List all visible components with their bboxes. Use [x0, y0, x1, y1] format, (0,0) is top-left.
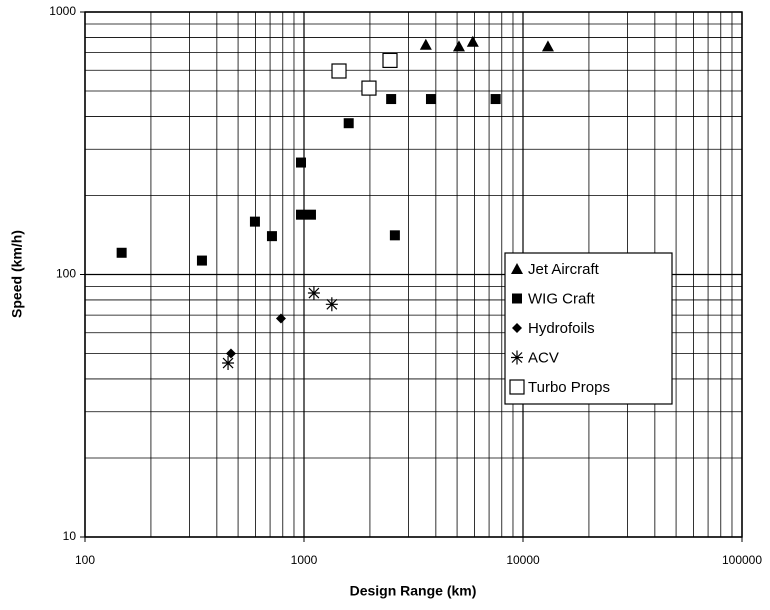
marker — [266, 231, 277, 242]
legend-marker — [512, 323, 522, 333]
x-tick-label: 1000 — [291, 553, 318, 567]
legend-label: Jet Aircraft — [528, 261, 600, 278]
marker — [419, 38, 432, 50]
marker — [382, 52, 398, 69]
marker — [343, 118, 354, 129]
marker — [116, 247, 127, 258]
marker — [490, 94, 501, 105]
legend-marker — [511, 350, 523, 365]
marker — [296, 157, 307, 168]
x-tick-label: 10000 — [506, 553, 540, 567]
x-tick-label: 100 — [75, 553, 95, 567]
marker — [541, 40, 554, 52]
marker — [307, 286, 320, 301]
x-axis-label: Design Range (km) — [350, 583, 477, 599]
marker — [425, 94, 436, 105]
y-tick-label: 100 — [56, 267, 76, 281]
marker — [466, 35, 479, 47]
plot-border — [84, 11, 743, 538]
marker — [222, 356, 235, 371]
marker — [325, 297, 338, 312]
marker — [225, 348, 236, 359]
marker — [305, 209, 316, 220]
marker — [361, 80, 377, 96]
marker — [296, 209, 307, 220]
legend-marker — [511, 263, 523, 274]
marker — [331, 63, 347, 79]
marker — [275, 313, 286, 324]
legend-box — [504, 252, 673, 405]
legend-marker — [512, 293, 522, 304]
marker — [452, 40, 465, 52]
y-tick-label: 1000 — [49, 4, 76, 18]
x-tick-label: 100000 — [722, 553, 762, 567]
y-axis-label: Speed (km/h) — [9, 230, 25, 318]
marker — [196, 255, 207, 266]
legend-label: Hydrofoils — [528, 320, 595, 337]
legend-marker — [509, 379, 525, 395]
legend-label: ACV — [528, 349, 559, 366]
marker — [389, 230, 400, 241]
y-tick-label: 10 — [63, 529, 77, 543]
legend-label: Turbo Props — [528, 379, 610, 396]
legend-label: WIG Craft — [528, 290, 595, 307]
marker — [249, 216, 260, 227]
marker — [386, 94, 397, 105]
